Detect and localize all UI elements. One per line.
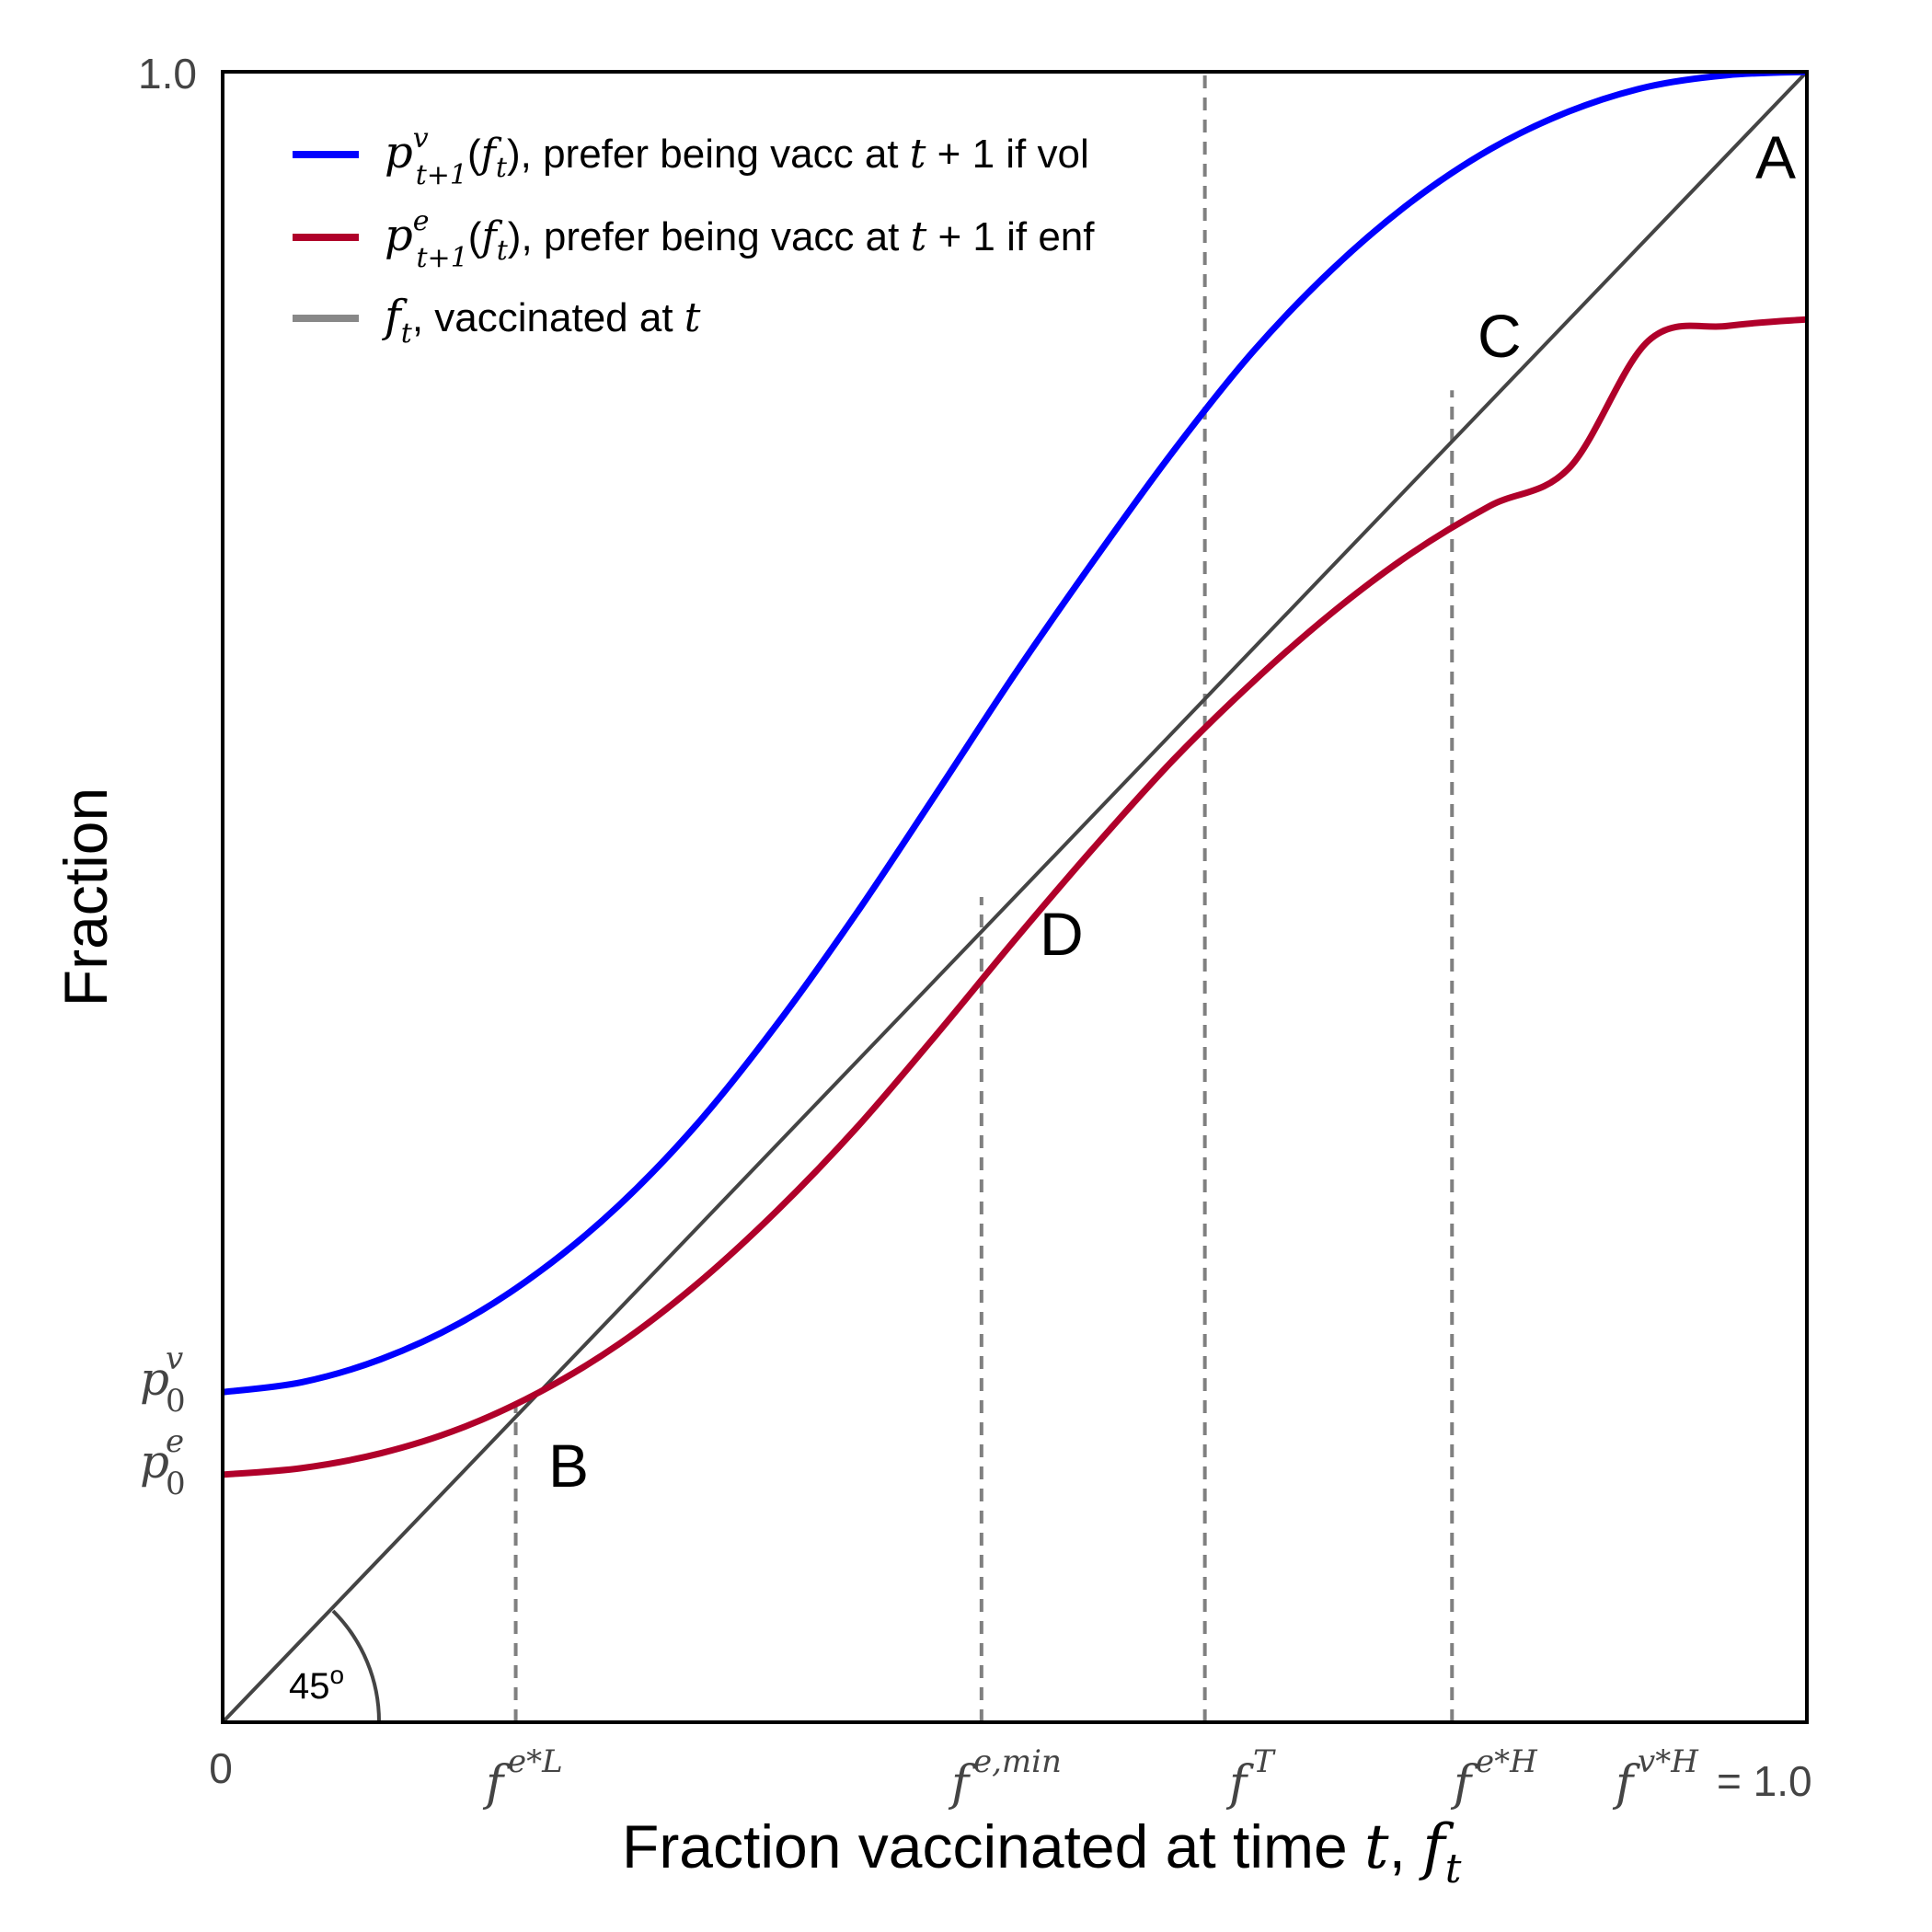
svg-text:f: f (948, 1756, 976, 1811)
svg-text:v: v (166, 1340, 183, 1377)
svg-text:T: T (1253, 1743, 1276, 1780)
series-line-enf (223, 316, 1807, 1478)
svg-text:0: 0 (166, 1466, 186, 1502)
svg-text:f: f (482, 1756, 511, 1811)
point-label-d: D (1040, 900, 1084, 968)
series-line-ft (223, 72, 1807, 1722)
reference-lines (513, 72, 1455, 1722)
svg-text:v*H: v*H (1638, 1743, 1699, 1780)
svg-text:e: e (166, 1423, 184, 1460)
plot-frame (221, 70, 1809, 1724)
svg-text:pvt+1(ft), prefer being vacc a: pv t+1(ft), prefer being vacc at t + 1 if… (385, 122, 1089, 191)
y-tick-label-p0e: p e 0 (140, 1423, 186, 1502)
svg-text:pet+1(ft), prefer being vacc a: pe t+1(ft), prefer being vacc at t + 1 if… (385, 205, 1095, 274)
svg-text:e,min: e,min (973, 1743, 1062, 1780)
svg-text:ft, vaccinated at t: ft, vaccinated at t (382, 291, 701, 350)
svg-text:p: p (140, 1435, 169, 1489)
series-layer (223, 72, 1807, 1722)
svg-text:e*H: e*H (1476, 1743, 1538, 1780)
y-tick-label-1: 1.0 (138, 50, 197, 98)
svg-text:f: f (1225, 1756, 1254, 1811)
svg-text:p: p (140, 1352, 169, 1406)
svg-text:e*L: e*L (508, 1743, 563, 1780)
y-tick-label-p0v: p v 0 (140, 1340, 186, 1420)
x-tick-label-femin: f e,min (948, 1743, 1062, 1811)
x-tick-label-fT: f T (1225, 1743, 1276, 1811)
x-tick-label-0: 0 (209, 1744, 233, 1792)
series-line-vol (223, 72, 1807, 1396)
legend: pv t+1(ft), prefer being vacc at t + 1 if… (293, 122, 1095, 350)
svg-text:= 1.0: = 1.0 (1717, 1757, 1812, 1805)
x-tick-label-feL: f e*L (482, 1743, 563, 1811)
point-label-c: C (1478, 302, 1522, 370)
svg-text:Fraction vaccinated at time t,: Fraction vaccinated at time t, ft (622, 1811, 1462, 1892)
svg-text:f: f (1450, 1756, 1478, 1811)
svg-text:f: f (1612, 1756, 1640, 1811)
point-label-b: B (548, 1432, 589, 1500)
angle-arc (331, 1609, 382, 1723)
y-axis-title: Fraction (52, 788, 120, 1006)
angle-label: 45o (289, 1661, 344, 1707)
x-tick-label-feH: f e*H (1450, 1743, 1538, 1811)
x-axis-title: Fraction vaccinated at time t, ft (622, 1811, 1462, 1892)
point-label-a: A (1755, 123, 1796, 191)
svg-text:0: 0 (166, 1383, 186, 1420)
x-tick-label-fvH: f v*H = 1.0 (1612, 1743, 1812, 1811)
